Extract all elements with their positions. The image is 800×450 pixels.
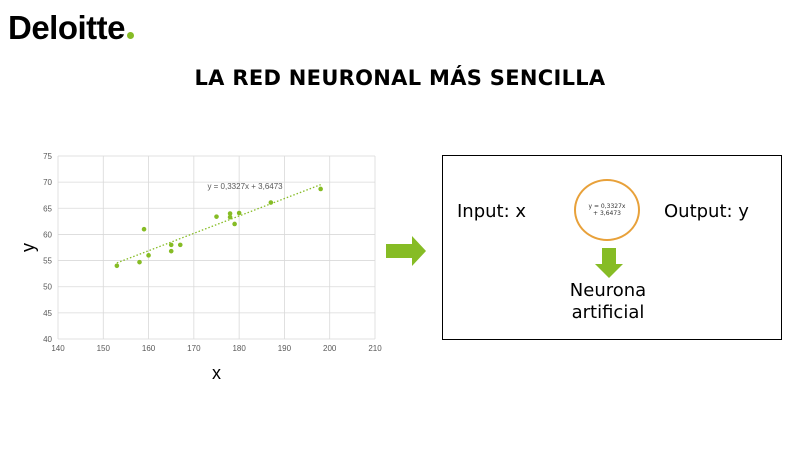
y-tick-label: 40 bbox=[43, 335, 52, 344]
logo-text: Deloitte bbox=[8, 9, 126, 46]
data-point bbox=[227, 211, 233, 216]
data-point bbox=[177, 242, 183, 248]
y-tick-label: 70 bbox=[43, 178, 52, 187]
data-point bbox=[268, 200, 274, 205]
data-point bbox=[214, 214, 219, 219]
data-point bbox=[232, 221, 237, 227]
x-tick-label: 210 bbox=[368, 344, 382, 353]
x-tick-label: 150 bbox=[97, 344, 111, 353]
neuron-diagram-box: Input: x y = 0,3327x + 3,6473 Output: y … bbox=[442, 155, 782, 340]
arrow-right-icon bbox=[386, 236, 426, 266]
y-tick-label: 60 bbox=[43, 230, 52, 239]
trendline-equation: y = 0,3327x + 3,6473 bbox=[207, 182, 283, 191]
data-point bbox=[141, 226, 147, 232]
input-label: Input: x bbox=[457, 201, 527, 222]
output-label: Output: y bbox=[664, 201, 749, 222]
y-tick-label: 50 bbox=[43, 283, 52, 292]
slide-title: LA RED NEURONAL MÁS SENCILLA bbox=[194, 66, 606, 90]
x-tick-label: 180 bbox=[232, 344, 246, 353]
neuron-formula: y = 0,3327x + 3,6473 bbox=[588, 203, 626, 217]
x-tick-label: 160 bbox=[142, 344, 156, 353]
x-tick-label: 190 bbox=[278, 344, 292, 353]
data-point bbox=[168, 248, 174, 254]
x-tick-label: 170 bbox=[187, 344, 201, 353]
data-point bbox=[114, 263, 120, 269]
y-tick-label: 75 bbox=[43, 152, 52, 161]
deloitte-logo: Deloitte bbox=[8, 8, 135, 48]
y-tick-label: 45 bbox=[43, 309, 52, 318]
scatter-chart: 40 45 50 55 60 65 70 75 140 150 160 170 180 190 200 210… bbox=[18, 152, 382, 383]
data-point bbox=[227, 214, 233, 220]
data-point bbox=[168, 242, 174, 248]
x-tick-label: 200 bbox=[323, 344, 337, 353]
data-point bbox=[236, 210, 242, 216]
data-point bbox=[146, 253, 151, 258]
neuron-circle: y = 0,3327x + 3,6473 bbox=[574, 179, 640, 241]
data-point bbox=[137, 259, 142, 265]
y-axis-label: y bbox=[18, 243, 38, 252]
x-tick-label: 140 bbox=[51, 344, 65, 353]
y-tick-label: 55 bbox=[43, 257, 52, 266]
y-tick-label: 65 bbox=[43, 204, 52, 213]
data-point bbox=[318, 186, 323, 192]
trendline bbox=[116, 184, 321, 264]
x-axis-label: x bbox=[212, 363, 221, 383]
logo-dot bbox=[127, 32, 135, 39]
arrow-down-icon bbox=[595, 248, 623, 278]
neuron-caption: Neurona artificial bbox=[569, 280, 647, 323]
